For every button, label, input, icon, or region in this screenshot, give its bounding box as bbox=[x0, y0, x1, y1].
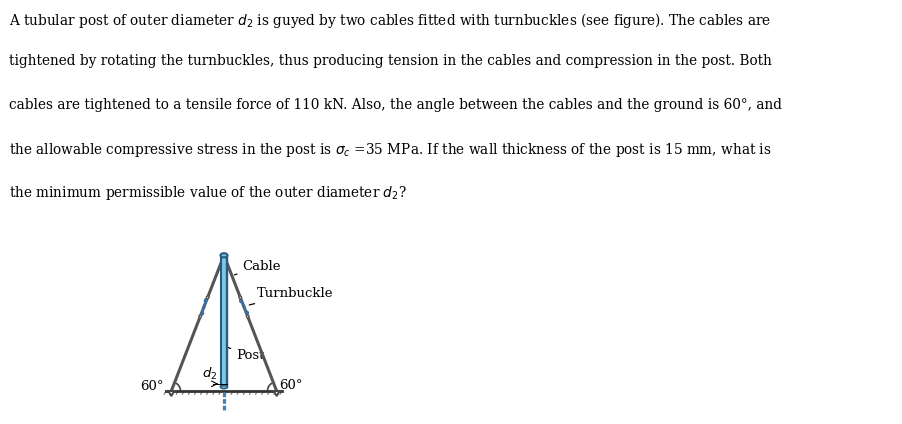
Text: A tubular post of outer diameter $d_2$ is guyed by two cables fitted with turnbu: A tubular post of outer diameter $d_2$ i… bbox=[9, 11, 771, 30]
Ellipse shape bbox=[220, 385, 227, 389]
Circle shape bbox=[199, 315, 201, 318]
Text: 60°: 60° bbox=[279, 379, 302, 392]
Text: $d_2$: $d_2$ bbox=[201, 366, 216, 382]
Polygon shape bbox=[201, 299, 207, 315]
Circle shape bbox=[207, 296, 209, 298]
Polygon shape bbox=[274, 391, 280, 396]
Text: cables are tightened to a tensile force of 110 kN. Also, the angle between the c: cables are tightened to a tensile force … bbox=[9, 98, 782, 112]
Circle shape bbox=[246, 315, 249, 318]
Polygon shape bbox=[242, 305, 246, 309]
Text: the allowable compressive stress in the post is $\sigma_c$ =35 MPa. If the wall : the allowable compressive stress in the … bbox=[9, 141, 771, 159]
Text: Turnbuckle: Turnbuckle bbox=[249, 287, 334, 305]
Text: 60°: 60° bbox=[141, 379, 164, 393]
Polygon shape bbox=[169, 391, 174, 396]
Text: tightened by rotating the turnbuckles, thus producing tension in the cables and : tightened by rotating the turnbuckles, t… bbox=[9, 54, 772, 68]
Ellipse shape bbox=[220, 253, 227, 257]
Text: Post: Post bbox=[228, 348, 264, 362]
Polygon shape bbox=[202, 305, 206, 309]
Circle shape bbox=[239, 296, 242, 298]
Polygon shape bbox=[240, 299, 248, 315]
Text: the minimum permissible value of the outer diameter $d_2$?: the minimum permissible value of the out… bbox=[9, 184, 407, 202]
Text: Cable: Cable bbox=[235, 260, 281, 275]
